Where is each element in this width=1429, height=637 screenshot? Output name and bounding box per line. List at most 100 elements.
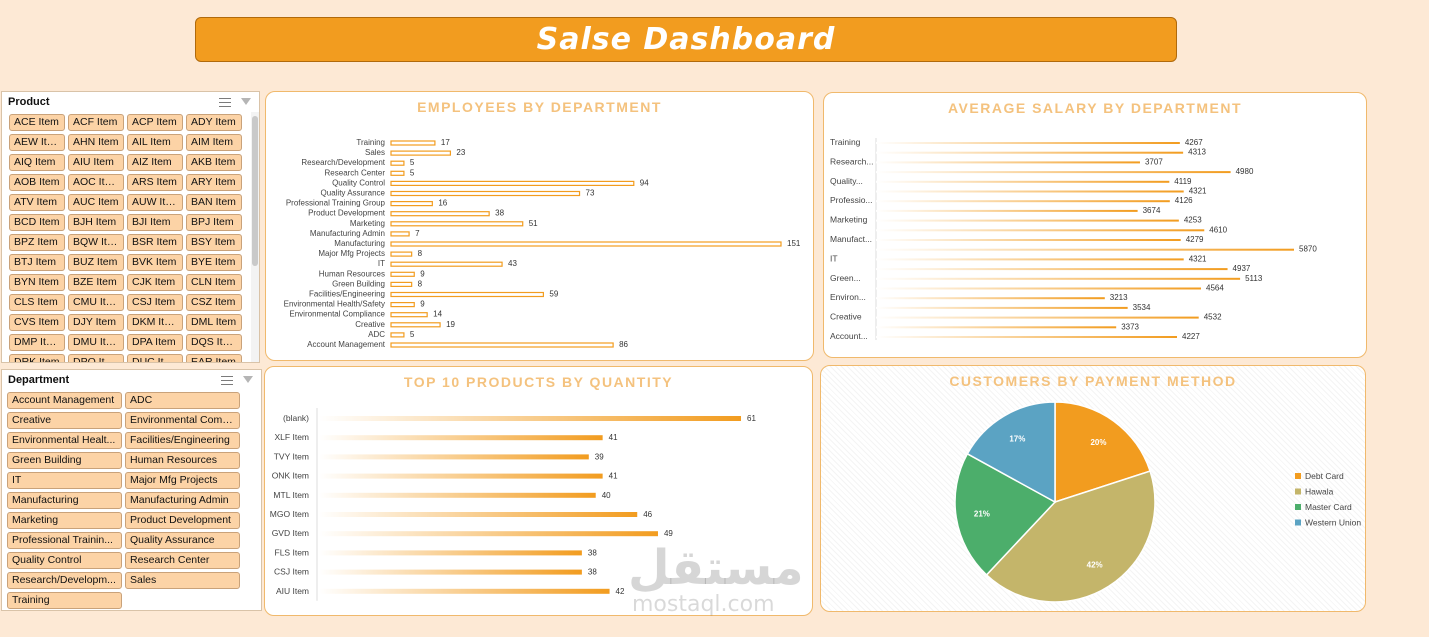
product-slicer-item[interactable]: AOB Item <box>9 174 65 191</box>
product-slicer-item[interactable]: DUC Item <box>127 354 183 362</box>
salary-bar <box>876 277 1241 280</box>
payment-pie-chart: 20% 42% 21% 17% Debt Card Hawala Master Card We… <box>954 401 1361 603</box>
product-slicer-item[interactable]: ACF Item <box>68 114 124 131</box>
department-slicer-item[interactable]: Human Resources <box>125 452 240 469</box>
product-slicer-item[interactable]: AUC Item <box>68 194 124 211</box>
product-slicer-item[interactable]: DKM Item <box>127 314 183 331</box>
department-slicer-item[interactable]: Facilities/Engineering <box>125 432 240 449</box>
multi-select-icon[interactable] <box>219 97 232 108</box>
product-slicer-item[interactable]: BJH Item <box>68 214 124 231</box>
employees-value-label: 14 <box>433 310 442 319</box>
department-slicer-item[interactable]: Research Center <box>125 552 240 569</box>
product-slicer[interactable]: Product ACE Item ACF Item ACP Item ADY Item… <box>1 91 260 363</box>
product-slicer-item[interactable]: BQW Item <box>68 234 124 251</box>
product-slicer-item[interactable]: BPJ Item <box>186 214 242 231</box>
product-slicer-item[interactable]: CMU Item <box>68 294 124 311</box>
product-slicer-item[interactable]: EAR Item <box>186 354 242 362</box>
product-slicer-item[interactable]: BSR Item <box>127 234 183 251</box>
department-slicer-item[interactable]: Professional Trainin... <box>7 532 122 549</box>
department-slicer[interactable]: Department Account Management ADC Creative… <box>1 369 262 611</box>
product-slicer-item[interactable]: ARY Item <box>186 174 242 191</box>
product-slicer-item[interactable]: BAN Item <box>186 194 242 211</box>
department-slicer-item[interactable]: ADC <box>125 392 240 409</box>
department-slicer-item[interactable]: Quality Control <box>7 552 122 569</box>
product-slicer-item[interactable]: ATV Item <box>9 194 65 211</box>
product-slicer-item[interactable]: BCD Item <box>9 214 65 231</box>
pie-slice <box>966 401 1056 504</box>
product-slicer-title: Product <box>8 96 50 108</box>
product-scroll-thumb[interactable] <box>252 116 258 266</box>
employees-bar <box>390 261 503 267</box>
top-products-category-label: AIU Item <box>276 586 309 596</box>
product-slicer-item[interactable]: CSZ Item <box>186 294 242 311</box>
salary-bar <box>876 161 1140 164</box>
product-slicer-item[interactable]: ARS Item <box>127 174 183 191</box>
department-slicer-item[interactable]: Product Development <box>125 512 240 529</box>
product-slicer-item[interactable]: AHN Item <box>68 134 124 151</box>
product-slicer-item[interactable]: CLN Item <box>186 274 242 291</box>
product-slicer-item[interactable]: BVK Item <box>127 254 183 271</box>
product-slicer-item[interactable]: CVS Item <box>9 314 65 331</box>
product-slicer-item[interactable]: DQS Item <box>186 334 242 351</box>
department-slicer-item[interactable]: Manufacturing Admin <box>125 492 240 509</box>
product-slicer-item[interactable]: CJK Item <box>127 274 183 291</box>
department-slicer-item[interactable]: IT <box>7 472 122 489</box>
product-slicer-item[interactable]: CLS Item <box>9 294 65 311</box>
department-slicer-item[interactable]: Sales <box>125 572 240 589</box>
salary-bar <box>876 239 1181 241</box>
salary-bar <box>876 248 1294 251</box>
product-slicer-item[interactable]: ACE Item <box>9 114 65 131</box>
product-slicer-item[interactable]: DRK Item <box>9 354 65 362</box>
product-slicer-item[interactable]: DMU Item <box>68 334 124 351</box>
department-slicer-item[interactable]: Major Mfg Projects <box>125 472 240 489</box>
legend-label: Master Card <box>1305 502 1352 512</box>
salary-value-label: 4321 <box>1189 187 1207 196</box>
product-slicer-item[interactable]: CSJ Item <box>127 294 183 311</box>
product-slicer-item[interactable]: BSY Item <box>186 234 242 251</box>
department-slicer-item[interactable]: Marketing <box>7 512 122 529</box>
department-slicer-item[interactable]: Account Management <box>7 392 122 409</box>
product-slicer-item[interactable]: DJY Item <box>68 314 124 331</box>
product-slicer-item[interactable]: BYN Item <box>9 274 65 291</box>
product-slicer-item[interactable]: AIU Item <box>68 154 124 171</box>
product-slicer-item[interactable]: AUW Item <box>127 194 183 211</box>
product-slicer-item[interactable]: BUZ Item <box>68 254 124 271</box>
product-slicer-item[interactable]: DPQ Item <box>68 354 124 362</box>
product-slicer-item[interactable]: AIZ Item <box>127 154 183 171</box>
department-slicer-item[interactable]: Quality Assurance <box>125 532 240 549</box>
product-slicer-item[interactable]: BZE Item <box>68 274 124 291</box>
product-slicer-item[interactable]: ACP Item <box>127 114 183 131</box>
employees-category-label: Product Development <box>308 209 386 218</box>
product-slicer-item[interactable]: AKB Item <box>186 154 242 171</box>
salary-bar <box>876 209 1138 212</box>
product-slicer-item[interactable]: AIM Item <box>186 134 242 151</box>
product-slicer-item[interactable]: BTJ Item <box>9 254 65 271</box>
product-slicer-item[interactable]: BPZ Item <box>9 234 65 251</box>
department-slicer-item[interactable]: Research/Developm... <box>7 572 122 589</box>
product-slicer-item[interactable]: BJI Item <box>127 214 183 231</box>
employees-category-label: Environmental Health/Safety <box>284 300 385 309</box>
product-slicer-item[interactable]: AEW Item <box>9 134 65 151</box>
product-slicer-item[interactable]: AIL Item <box>127 134 183 151</box>
product-slicer-item[interactable]: DMP Item <box>9 334 65 351</box>
product-scrollbar[interactable] <box>251 112 259 362</box>
department-slicer-item[interactable]: Environmental Comp... <box>125 412 240 429</box>
salary-value-label: 4980 <box>1236 167 1254 176</box>
department-slicer-item[interactable]: Manufacturing <box>7 492 122 509</box>
legend-swatch <box>1295 473 1301 479</box>
employees-category-label: Quality Control <box>332 178 385 187</box>
clear-filter-icon[interactable] <box>242 375 255 386</box>
salary-bar <box>876 306 1128 309</box>
multi-select-icon[interactable] <box>221 375 234 386</box>
department-slicer-item[interactable]: Creative <box>7 412 122 429</box>
product-slicer-item[interactable]: ADY Item <box>186 114 242 131</box>
product-slicer-item[interactable]: DPA Item <box>127 334 183 351</box>
product-slicer-item[interactable]: BYE Item <box>186 254 242 271</box>
product-slicer-item[interactable]: AIQ Item <box>9 154 65 171</box>
product-slicer-item[interactable]: DML Item <box>186 314 242 331</box>
department-slicer-item[interactable]: Environmental Healt... <box>7 432 122 449</box>
clear-filter-icon[interactable] <box>240 97 253 108</box>
product-slicer-item[interactable]: AOC Item <box>68 174 124 191</box>
department-slicer-item[interactable]: Green Building <box>7 452 122 469</box>
department-slicer-item[interactable]: Training <box>7 592 122 609</box>
